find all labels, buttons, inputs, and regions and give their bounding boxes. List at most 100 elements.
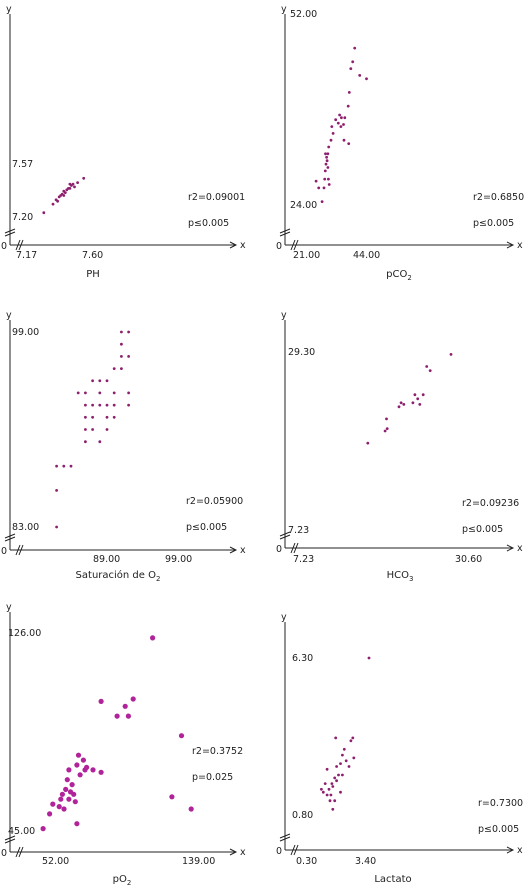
data-point (56, 804, 62, 810)
y-axis-letter: y (6, 310, 12, 321)
data-point (385, 417, 388, 421)
y-tick-label: 24.00 (290, 200, 317, 211)
data-point (353, 46, 357, 50)
data-point (349, 67, 353, 70)
x-axis-arrow (229, 241, 238, 249)
data-point (411, 401, 415, 405)
data-point (341, 753, 344, 757)
data-point (130, 696, 136, 702)
data-point (327, 177, 330, 181)
data-point (122, 703, 128, 709)
data-point (114, 713, 120, 719)
y-tick-label: 45.00 (8, 826, 35, 837)
data-point (91, 428, 94, 431)
data-point (98, 698, 104, 705)
data-point (334, 118, 338, 122)
data-point (112, 403, 116, 407)
data-point (383, 429, 387, 433)
data-point (343, 116, 347, 120)
x-tick-label: 89.00 (93, 554, 120, 565)
origin-label: 0 (276, 846, 282, 857)
data-point (84, 764, 90, 771)
data-point (399, 401, 403, 405)
data-point (71, 791, 77, 797)
data-point (71, 182, 75, 186)
x-axis-label: HCO3 (387, 570, 414, 583)
data-point (84, 428, 87, 431)
data-point (91, 403, 94, 407)
data-point (120, 367, 123, 370)
x-tick-label: 44.00 (353, 250, 380, 261)
data-point (347, 142, 351, 146)
data-point (55, 464, 58, 468)
scatter-panel-2: y x 0 21.00 44.00 24.00 52.00 r2=0.6850 p≤0.005 p… (276, 4, 524, 282)
x-axis-break (290, 844, 299, 856)
data-point (330, 125, 334, 128)
data-point (351, 60, 355, 64)
data-point (329, 138, 333, 142)
data-point (62, 464, 66, 468)
data-point (320, 200, 324, 204)
origin-label: 0 (276, 241, 282, 252)
data-point (323, 169, 327, 173)
data-point (74, 762, 80, 768)
data-point (367, 656, 371, 660)
x-axis-break (290, 542, 299, 554)
stat-p: p≤0.005 (188, 218, 229, 229)
x-tick-label: 99.00 (165, 554, 192, 565)
data-point (76, 181, 79, 185)
scatter-panel-4: y x 0 7.23 30.60 7.23 29.30 r2=0.09236 p≤0.005 HC… (276, 310, 523, 583)
data-point (339, 125, 343, 128)
x-tick-label: 7.17 (16, 250, 37, 261)
data-point (365, 77, 368, 81)
data-point (397, 405, 401, 409)
data-point (74, 821, 80, 827)
data-point (314, 179, 318, 183)
data-point (68, 182, 72, 186)
data-point (63, 191, 67, 195)
origin-label: 0 (1, 241, 7, 252)
data-point (329, 793, 333, 797)
data-point (55, 489, 58, 492)
y-axis-break (279, 228, 291, 237)
data-point (42, 211, 46, 215)
stat-r2: r2=0.6850 (473, 192, 524, 203)
data-point (331, 785, 335, 788)
origin-label: 0 (276, 544, 282, 555)
data-point (402, 403, 406, 406)
data-point (326, 152, 330, 156)
x-axis-letter: x (240, 240, 246, 251)
data-point (50, 801, 56, 807)
data-point (66, 796, 72, 802)
stat-p: p≤0.005 (473, 218, 514, 229)
stat-r2: r2=0.09236 (462, 498, 519, 509)
data-point (84, 440, 87, 444)
y-tick-label: 7.23 (288, 525, 309, 536)
x-axis-label: PH (86, 269, 100, 280)
y-axis-break (279, 531, 291, 540)
stat-r2: r=0.7300 (478, 798, 523, 809)
y-tick-label: 99.00 (12, 327, 39, 338)
data-point (84, 391, 87, 395)
data-point (84, 403, 87, 407)
stat-p: p=0.025 (192, 772, 233, 783)
data-point (342, 138, 346, 142)
data-point (112, 415, 116, 419)
data-point (68, 187, 72, 190)
data-point (449, 353, 453, 356)
data-point (188, 806, 194, 812)
data-point (62, 194, 66, 197)
stat-r2: r2=0.3752 (192, 746, 243, 757)
data-point (127, 403, 130, 407)
data-point (342, 123, 345, 126)
data-point (56, 199, 59, 203)
data-point (325, 793, 329, 797)
data-point (413, 393, 417, 397)
data-point (344, 759, 348, 763)
data-point (325, 155, 328, 159)
data-point (105, 403, 109, 407)
x-axis-arrow (506, 241, 515, 249)
data-point (334, 736, 338, 740)
data-point (98, 403, 102, 407)
